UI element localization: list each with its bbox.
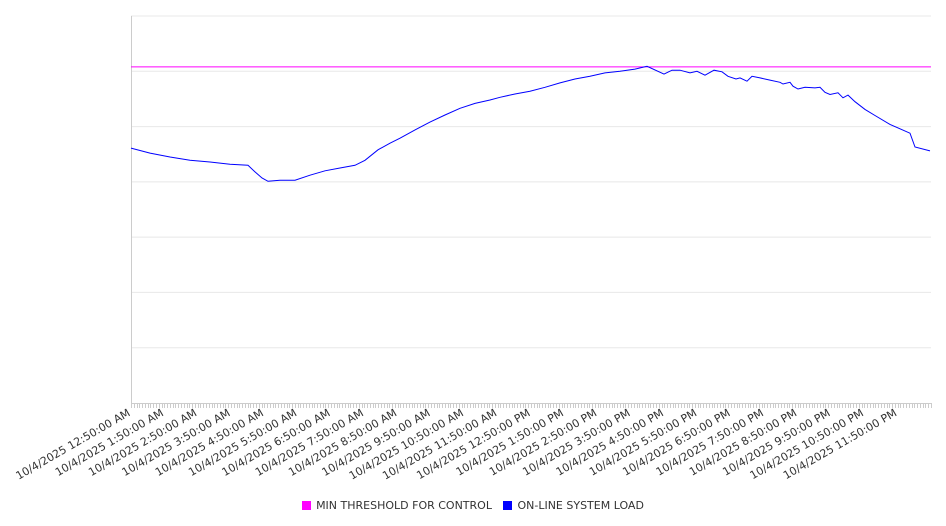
legend-label: MIN THRESHOLD FOR CONTROL: [316, 499, 492, 512]
legend-swatch-system-load: [503, 501, 513, 510]
series-lines: [130, 65, 931, 182]
legend-label: ON-LINE SYSTEM LOAD: [517, 499, 644, 512]
x-axis-ticks: [131, 403, 932, 408]
legend-item-threshold[interactable]: MIN THRESHOLD FOR CONTROL: [302, 499, 492, 512]
legend-swatch-threshold: [302, 501, 312, 510]
legend: MIN THRESHOLD FOR CONTROL ON-LINE SYSTEM…: [0, 499, 946, 513]
axes: [131, 16, 931, 404]
legend-item-system-load[interactable]: ON-LINE SYSTEM LOAD: [503, 499, 644, 512]
system-load-line: [130, 65, 931, 182]
grid-lines: [131, 15, 931, 349]
